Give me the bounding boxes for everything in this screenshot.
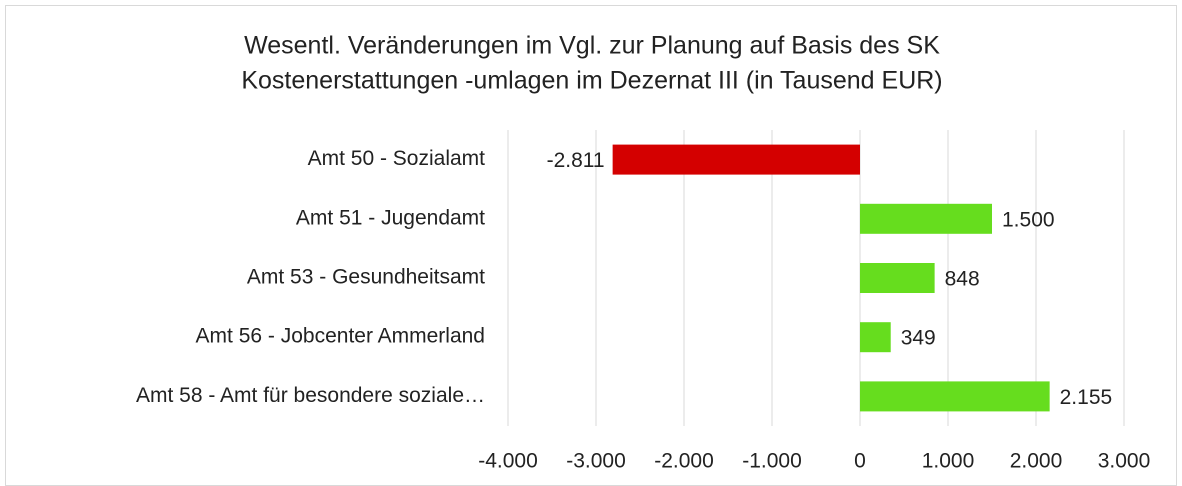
bar [860, 263, 935, 293]
x-tick-label: 1.000 [922, 450, 975, 473]
x-tick-label: -3.000 [566, 450, 626, 473]
value-label: 2.155 [1060, 386, 1113, 409]
x-tick-label: 0 [854, 450, 866, 473]
chart-title: Wesentl. Veränderungen im Vgl. zur Planu… [244, 32, 940, 60]
x-tick-label: 2.000 [1010, 450, 1063, 473]
value-label: 1.500 [1002, 208, 1055, 231]
bar [860, 203, 992, 234]
x-tick-label: -2.000 [654, 450, 714, 473]
bar [612, 144, 860, 175]
value-label: 848 [945, 268, 980, 291]
chart-title: Kostenerstattungen -umlagen im Dezernat … [241, 67, 942, 95]
value-label: -2.811 [547, 149, 605, 172]
category-label: Amt 58 - Amt für besondere soziale… [136, 384, 485, 407]
category-label: Amt 50 - Sozialamt [308, 147, 486, 170]
x-tick-label: 3.000 [1098, 450, 1151, 473]
bar [860, 322, 891, 353]
category-label: Amt 53 - Gesundheitsamt [247, 266, 485, 289]
x-tick-label: -4.000 [478, 450, 538, 473]
category-label: Amt 56 - Jobcenter Ammerland [196, 325, 485, 348]
category-label: Amt 51 - Jugendamt [296, 206, 485, 229]
bar [860, 381, 1050, 412]
x-tick-label: -1.000 [742, 450, 802, 473]
value-label: 349 [901, 327, 936, 350]
